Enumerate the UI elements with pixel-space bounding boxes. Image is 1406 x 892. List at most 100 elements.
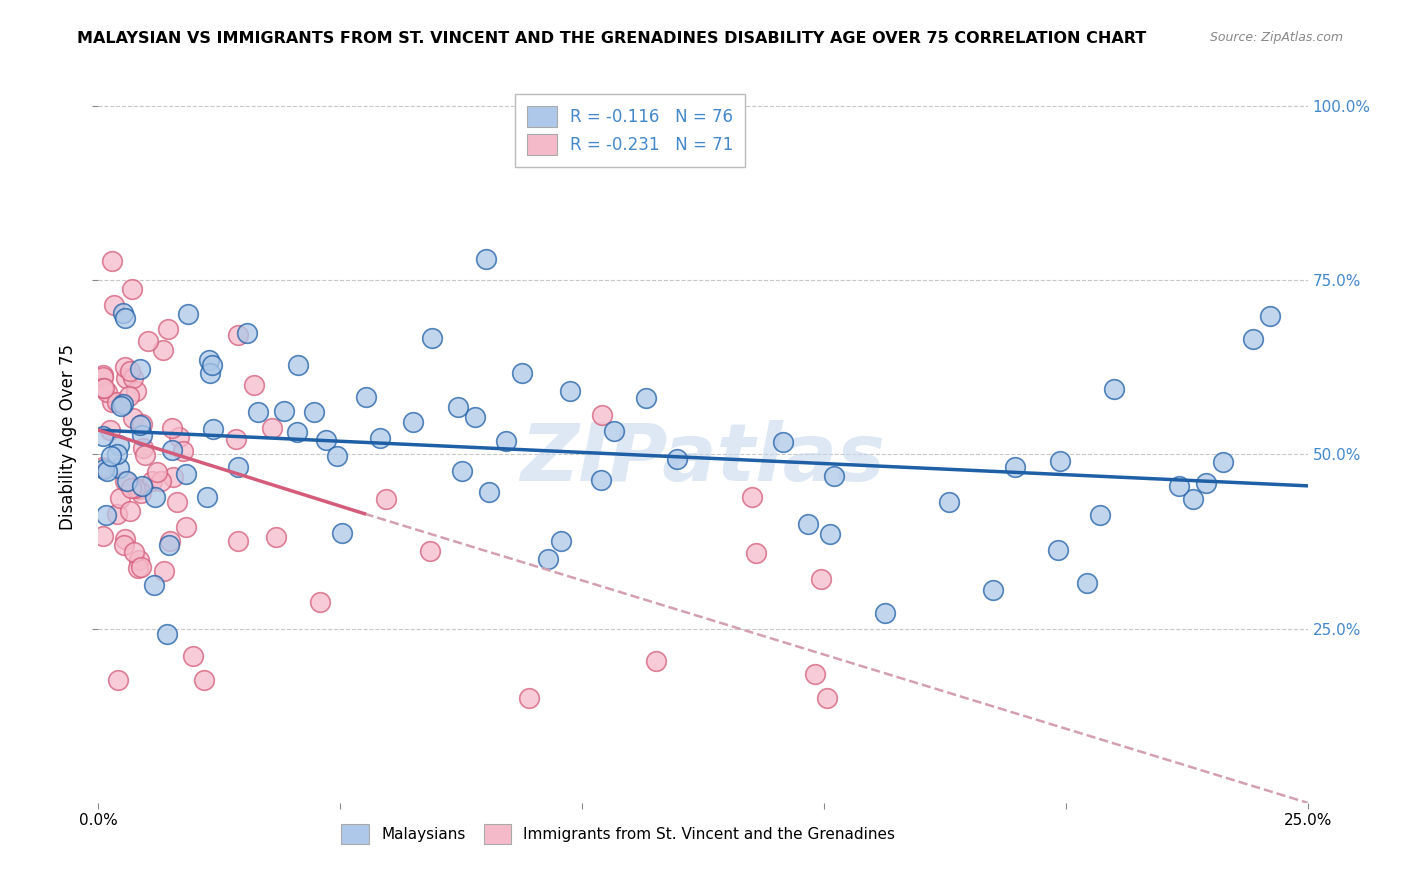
Point bbox=[517, 691, 540, 706]
Point bbox=[666, 452, 689, 467]
Y-axis label: Disability Age Over 75: Disability Age Over 75 bbox=[59, 344, 77, 530]
Point bbox=[91, 368, 114, 382]
Point bbox=[91, 429, 114, 443]
Point bbox=[131, 428, 153, 442]
Point bbox=[96, 464, 118, 478]
Point bbox=[262, 421, 284, 435]
Point bbox=[981, 583, 1004, 598]
Point bbox=[124, 481, 146, 495]
Point bbox=[91, 369, 114, 384]
Point bbox=[114, 359, 136, 374]
Point bbox=[128, 482, 150, 496]
Point bbox=[111, 306, 134, 320]
Point bbox=[111, 396, 134, 410]
Point bbox=[122, 411, 145, 425]
Point bbox=[330, 526, 353, 541]
Point bbox=[603, 424, 626, 438]
Point bbox=[115, 370, 138, 384]
Point bbox=[1195, 476, 1218, 491]
Point bbox=[1168, 478, 1191, 492]
Point bbox=[107, 673, 129, 688]
Point bbox=[131, 560, 153, 574]
Point bbox=[745, 546, 768, 560]
Point bbox=[160, 443, 183, 458]
Point bbox=[174, 467, 197, 481]
Point bbox=[100, 253, 122, 268]
Legend: Malaysians, Immigrants from St. Vincent and the Grenadines: Malaysians, Immigrants from St. Vincent … bbox=[335, 818, 901, 850]
Point bbox=[226, 533, 249, 548]
Point bbox=[132, 441, 155, 455]
Point bbox=[226, 459, 249, 474]
Point bbox=[264, 530, 287, 544]
Point bbox=[1049, 454, 1071, 468]
Point bbox=[181, 649, 204, 664]
Point bbox=[193, 673, 215, 687]
Point bbox=[285, 425, 308, 439]
Point bbox=[591, 409, 613, 423]
Point bbox=[420, 331, 443, 345]
Point bbox=[98, 424, 121, 438]
Point bbox=[91, 381, 114, 395]
Point bbox=[136, 334, 159, 348]
Point bbox=[315, 434, 337, 448]
Point bbox=[131, 417, 153, 431]
Point bbox=[823, 469, 845, 483]
Point bbox=[114, 532, 136, 546]
Point bbox=[560, 384, 582, 399]
Point bbox=[143, 490, 166, 504]
Point bbox=[246, 405, 269, 419]
Point bbox=[810, 572, 832, 586]
Point bbox=[1090, 508, 1112, 522]
Point bbox=[200, 358, 222, 372]
Point bbox=[510, 366, 533, 380]
Point bbox=[121, 282, 143, 296]
Point bbox=[112, 538, 135, 552]
Point bbox=[451, 464, 474, 478]
Point bbox=[105, 394, 128, 409]
Point bbox=[142, 578, 165, 592]
Point bbox=[105, 507, 128, 521]
Point bbox=[198, 353, 221, 368]
Point bbox=[475, 252, 498, 267]
Point bbox=[96, 384, 118, 399]
Point bbox=[304, 405, 326, 419]
Point bbox=[772, 434, 794, 449]
Point bbox=[172, 444, 194, 458]
Text: MALAYSIAN VS IMMIGRANTS FROM ST. VINCENT AND THE GRENADINES DISABILITY AGE OVER : MALAYSIAN VS IMMIGRANTS FROM ST. VINCENT… bbox=[77, 31, 1146, 46]
Point bbox=[122, 544, 145, 558]
Point bbox=[226, 328, 249, 343]
Point bbox=[1182, 491, 1205, 506]
Point bbox=[177, 307, 200, 321]
Point bbox=[242, 377, 264, 392]
Point bbox=[198, 366, 221, 380]
Point bbox=[156, 627, 179, 641]
Point bbox=[873, 607, 896, 621]
Point bbox=[167, 430, 190, 444]
Point bbox=[368, 432, 391, 446]
Point bbox=[114, 474, 136, 488]
Point bbox=[108, 460, 131, 475]
Point bbox=[1212, 455, 1234, 469]
Point bbox=[120, 481, 142, 495]
Point bbox=[131, 486, 153, 500]
Point bbox=[125, 384, 148, 398]
Point bbox=[146, 466, 169, 480]
Point bbox=[634, 391, 657, 405]
Point bbox=[174, 520, 197, 534]
Point bbox=[110, 491, 132, 505]
Point bbox=[127, 561, 149, 575]
Point bbox=[815, 691, 838, 706]
Point bbox=[149, 474, 172, 488]
Point bbox=[1102, 382, 1125, 396]
Point bbox=[447, 401, 470, 415]
Point bbox=[134, 448, 156, 462]
Point bbox=[589, 473, 612, 487]
Point bbox=[195, 490, 218, 504]
Point bbox=[201, 422, 224, 436]
Point bbox=[464, 409, 486, 424]
Point bbox=[495, 434, 517, 449]
Point bbox=[273, 404, 295, 418]
Point bbox=[122, 371, 145, 385]
Point bbox=[225, 432, 247, 446]
Point bbox=[236, 326, 259, 340]
